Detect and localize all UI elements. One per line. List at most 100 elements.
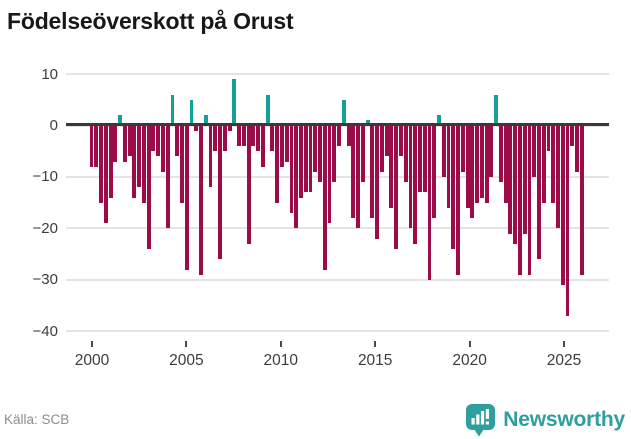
bar-2001Q4: [122, 125, 127, 162]
bar-2011Q4: [313, 125, 318, 172]
x-axis-label-2005: 2005: [169, 352, 204, 369]
bar-2012Q4: [332, 125, 337, 183]
bar-2021Q2: [494, 94, 499, 126]
bar-2021Q3: [498, 125, 503, 183]
bar-2022Q1: [508, 125, 513, 234]
bar-2007Q1: [222, 125, 227, 152]
bar-2002Q3: [137, 125, 142, 188]
bar-2008Q3: [251, 125, 256, 147]
bar-2004Q2: [170, 94, 175, 126]
bar-2014Q4: [370, 125, 375, 219]
bar-2025Q2: [570, 125, 575, 147]
bar-2015Q4: [389, 125, 394, 208]
bar-2017Q2: [418, 125, 422, 193]
bar-2018Q4: [446, 125, 451, 208]
bar-2003Q4: [161, 125, 165, 172]
bar-2002Q4: [141, 125, 146, 203]
bar-2023Q4: [541, 125, 546, 203]
bar-2022Q2: [513, 125, 518, 244]
bar-2020Q3: [479, 125, 484, 198]
y-axis-label-0: 0: [49, 117, 58, 134]
bar-2018Q3: [441, 125, 446, 177]
bar-2000Q1: [89, 125, 94, 167]
y-axis-label--30: −30: [32, 271, 58, 289]
bar-2001Q3: [118, 115, 123, 126]
bar-2022Q3: [518, 125, 522, 275]
bar-2021Q1: [489, 125, 494, 177]
bar-2020Q1: [470, 125, 475, 219]
bar-2010Q1: [280, 125, 284, 167]
bar-2022Q4: [522, 125, 527, 234]
bar-2006Q3: [213, 125, 218, 152]
bar-2001Q1: [108, 125, 113, 198]
y-axis-label--10: −10: [32, 168, 58, 186]
bar-2000Q3: [99, 125, 103, 203]
bar-2002Q2: [132, 125, 137, 198]
bar-2013Q1: [337, 125, 341, 147]
bar-2003Q3: [156, 125, 161, 157]
bar-2004Q1: [165, 125, 170, 229]
bar-2024Q4: [560, 125, 565, 285]
gridline--40: [66, 330, 609, 333]
bar-2010Q3: [289, 125, 294, 213]
bar-2019Q3: [460, 125, 465, 172]
bar-2010Q4: [294, 125, 299, 229]
bar-2015Q2: [379, 125, 384, 172]
bar-2000Q2: [94, 125, 99, 167]
bar-2000Q4: [103, 125, 108, 224]
gridline--20: [66, 227, 609, 230]
bar-2015Q3: [384, 125, 389, 157]
x-axis-label-2020: 2020: [452, 352, 487, 369]
bar-2003Q2: [151, 125, 156, 152]
zero-axis-line: [66, 122, 609, 126]
bar-2005Q3: [194, 125, 199, 131]
bar-2025Q3: [575, 125, 579, 172]
bar-2018Q2: [437, 115, 441, 126]
bar-2009Q1: [260, 125, 265, 167]
chart-title: Födelseöverskott på Orust: [7, 8, 294, 34]
gridline-10: [66, 73, 609, 76]
bar-2003Q1: [146, 125, 151, 249]
bar-2012Q2: [322, 125, 327, 270]
bar-2025Q1: [565, 125, 570, 316]
y-axis-label-10: 10: [41, 65, 58, 83]
bar-chart-pin-icon: [465, 403, 496, 437]
bar-2014Q2: [360, 125, 365, 183]
x-axis-tick-2000: [91, 341, 93, 347]
bar-2021Q4: [503, 125, 508, 203]
bar-2013Q3: [346, 125, 351, 147]
bar-2012Q1: [318, 125, 322, 183]
gridline--30: [66, 278, 609, 281]
bar-2006Q1: [203, 115, 208, 126]
bar-2007Q4: [237, 125, 242, 147]
bar-2011Q1: [299, 125, 303, 198]
bar-2008Q2: [246, 125, 251, 244]
bar-2009Q2: [265, 94, 270, 126]
bar-2001Q2: [113, 125, 118, 162]
bar-2019Q4: [465, 125, 470, 208]
bar-2004Q3: [175, 125, 180, 157]
bar-2016Q2: [399, 125, 403, 157]
bar-2002Q1: [127, 125, 132, 157]
bar-2023Q3: [537, 125, 541, 260]
bar-2020Q2: [475, 125, 480, 203]
bar-2011Q3: [308, 125, 313, 193]
bar-2019Q2: [456, 125, 460, 275]
gridline--10: [66, 175, 609, 178]
newsworthy-logo[interactable]: Newsworthy: [465, 403, 625, 437]
bar-2017Q4: [427, 125, 432, 280]
bar-2016Q3: [403, 125, 408, 183]
bar-2013Q2: [341, 99, 346, 126]
bar-2016Q4: [408, 125, 413, 229]
bar-2004Q4: [180, 125, 184, 203]
bar-2005Q4: [199, 125, 203, 275]
bar-2007Q3: [232, 79, 237, 126]
bar-2015Q1: [375, 125, 380, 239]
bar-2020Q4: [484, 125, 489, 203]
bar-2024Q1: [546, 125, 551, 152]
bar-2006Q2: [208, 125, 213, 188]
bar-2008Q4: [256, 125, 261, 152]
x-axis-tick-2005: [185, 341, 188, 347]
bar-2010Q2: [284, 125, 289, 162]
